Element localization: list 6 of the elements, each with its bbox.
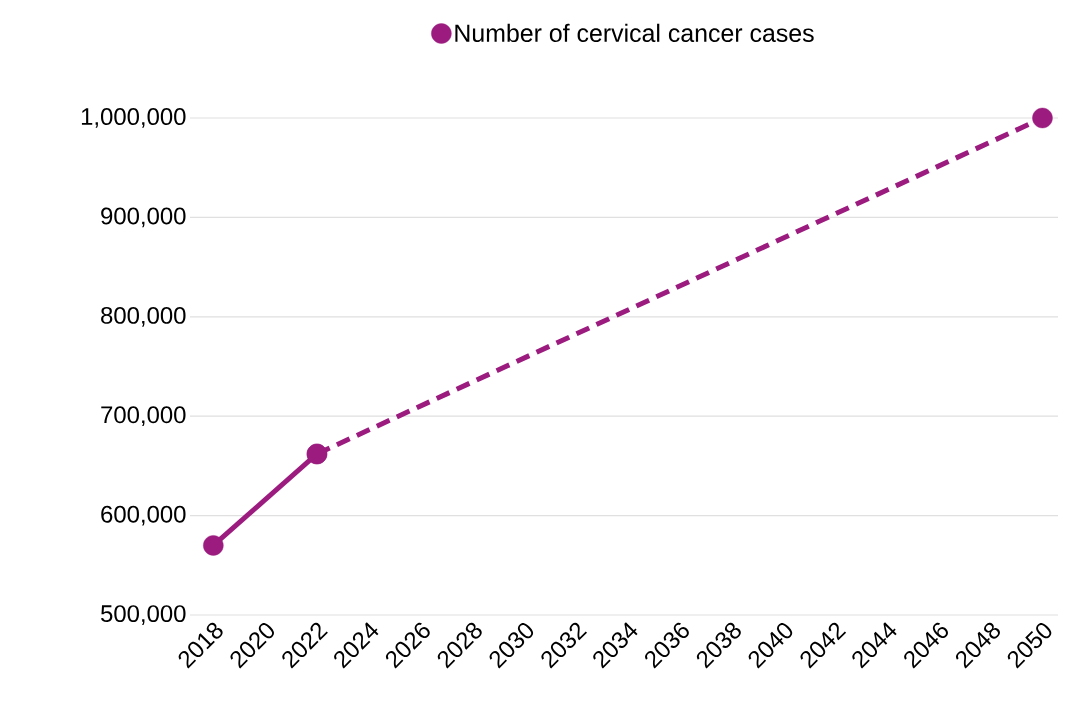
- y-tick-label: 800,000: [101, 306, 186, 327]
- y-tick-label: 900,000: [101, 207, 186, 228]
- y-tick-label: 700,000: [101, 406, 186, 427]
- y-tick-label: 600,000: [101, 505, 186, 526]
- legend-label: Number of cervical cancer cases: [455, 23, 814, 43]
- y-tick-label: 1,000,000: [81, 108, 186, 128]
